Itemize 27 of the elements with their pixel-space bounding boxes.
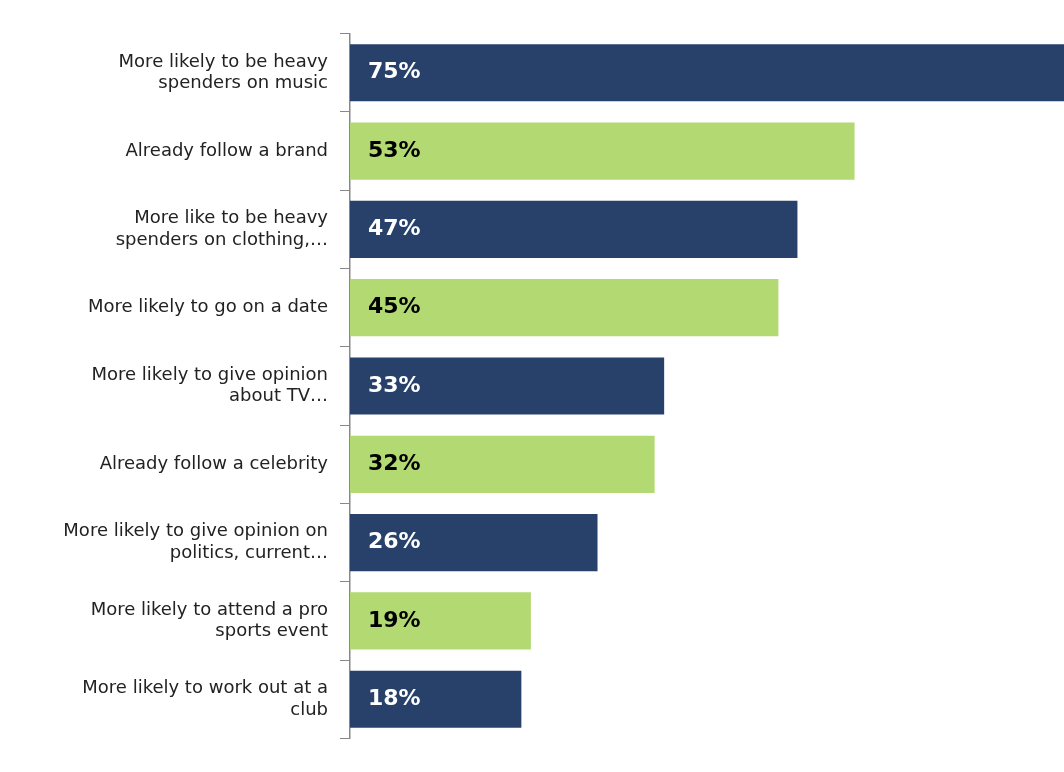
y-tick-label: Already follow a celebrity [99,451,329,473]
y-tick-label: More likely to work out at a club [82,676,328,719]
bar [350,279,779,337]
bar [350,435,655,493]
y-tick-label: Already follow a brand [125,138,328,160]
bar [350,122,855,180]
y-tick-label: More likely to attend a pro sports event [90,597,328,641]
y-tick-label: More likely to be heavy spenders on music [118,49,329,93]
data-label: 47% [368,215,421,241]
y-tick-label: More likely to go on a date [87,295,328,317]
bar [350,357,665,415]
data-label: 75% [368,58,421,84]
data-label: 26% [368,528,421,554]
y-tick-label: More like to be heavy spenders on clothing,… [115,206,329,249]
data-label: 18% [368,684,421,710]
bar [350,670,522,728]
data-label: 53% [368,136,421,162]
data-label: 32% [368,450,421,476]
bar [350,200,798,258]
data-label: 45% [368,293,421,319]
data-label: 19% [368,606,421,632]
y-tick-label: More likely to give opinion on politics, current… [63,519,328,563]
y-tick-label: More likely to give opinion about TV… [91,362,328,406]
data-label: 33% [368,371,421,397]
bar [350,514,598,572]
bar [350,592,531,650]
bar [350,44,1064,102]
